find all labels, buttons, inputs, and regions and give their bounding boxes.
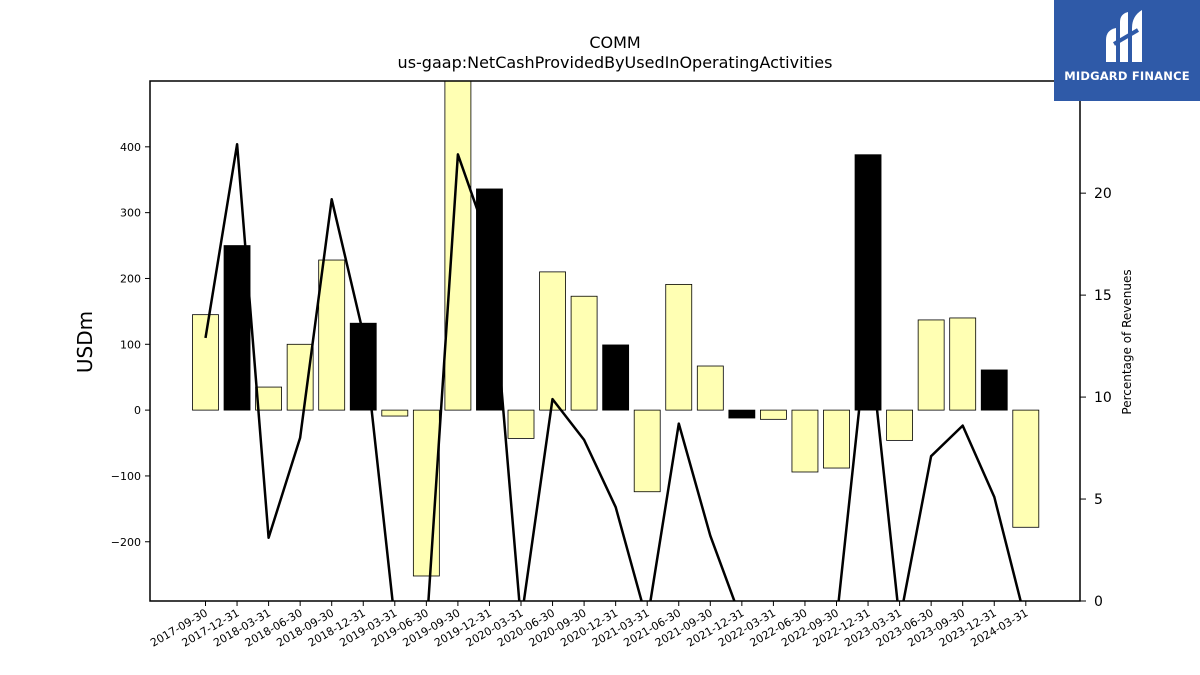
bar-2023-09-30 (949, 317, 977, 411)
y-tick-label: 400 (120, 141, 141, 154)
percentage-line (204, 142, 1022, 601)
y2-tick-label: 15 (1094, 288, 1112, 304)
chart-title: COMM (589, 33, 640, 52)
bar-2022-03-31 (760, 409, 787, 420)
y2-tick-label: 20 (1094, 186, 1112, 202)
y-tick-label: 0 (134, 404, 141, 417)
logo-text: MIDGARD FINANCE (1064, 69, 1190, 83)
y2-tick-label: 10 (1094, 390, 1112, 406)
bar-2023-06-30 (917, 319, 945, 411)
bar-2018-03-31 (255, 386, 283, 411)
bar-2022-12-31 (854, 154, 882, 411)
plot-frame (149, 80, 1081, 602)
bar-2019-12-31 (476, 188, 503, 411)
y-tick-label: 100 (120, 338, 141, 351)
bar-2023-03-31 (886, 409, 913, 441)
y-tick-label: 200 (120, 272, 141, 285)
bar-2022-06-30 (791, 409, 819, 473)
bar-2024-03-31 (1012, 409, 1040, 528)
bar-2019-09-30 (444, 81, 472, 411)
bar-2017-09-30 (192, 314, 219, 411)
bar-2020-03-31 (507, 409, 535, 439)
y-tick-label: −100 (111, 470, 141, 483)
bar-2021-03-31 (633, 409, 661, 493)
bar-2019-03-31 (381, 409, 409, 417)
bar-2020-06-30 (539, 271, 566, 411)
bar-2021-12-31 (728, 409, 756, 419)
bar-2023-12-31 (980, 369, 1008, 411)
bar-2017-12-31 (223, 245, 251, 411)
y-tick-label: −200 (111, 536, 141, 549)
bar-2022-09-30 (823, 409, 850, 469)
bar-2021-09-30 (696, 365, 724, 411)
midgard-finance-logo: MIDGARD FINANCE (1054, 0, 1200, 101)
y2-tick-label: 5 (1094, 492, 1103, 508)
bar-2021-06-30 (665, 283, 693, 411)
bar-2020-09-30 (570, 295, 598, 411)
y-tick-label: 300 (120, 207, 141, 220)
chart-subtitle: us-gaap:NetCashProvidedByUsedInOperating… (398, 53, 833, 72)
y2-axis-label: Percentage of Revenues (1120, 269, 1134, 414)
bar-2020-12-31 (602, 344, 630, 411)
midgard-m-logo-icon (1106, 10, 1142, 62)
y2-tick-label: 0 (1094, 594, 1103, 610)
y-axis-label: USDm (73, 311, 97, 373)
bar-2018-09-30 (318, 259, 346, 411)
